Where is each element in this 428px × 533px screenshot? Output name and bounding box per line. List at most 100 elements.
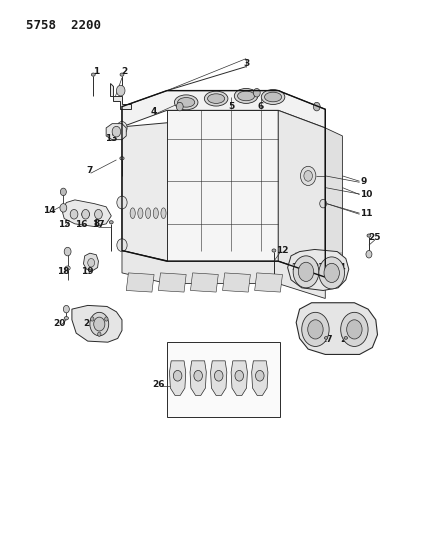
- Circle shape: [366, 251, 372, 258]
- Ellipse shape: [344, 337, 348, 340]
- Circle shape: [253, 88, 260, 97]
- Circle shape: [94, 317, 105, 331]
- Polygon shape: [122, 91, 325, 128]
- Circle shape: [176, 102, 183, 111]
- Polygon shape: [106, 124, 126, 140]
- Text: 23: 23: [312, 263, 325, 272]
- Text: 26: 26: [152, 381, 165, 389]
- Text: 2: 2: [121, 68, 127, 76]
- Circle shape: [64, 247, 71, 256]
- Text: 12: 12: [276, 246, 289, 255]
- Polygon shape: [288, 249, 349, 290]
- Ellipse shape: [153, 208, 158, 219]
- Ellipse shape: [238, 91, 255, 101]
- Circle shape: [112, 126, 121, 137]
- Circle shape: [173, 370, 182, 381]
- Text: 19: 19: [81, 268, 94, 276]
- Circle shape: [63, 305, 69, 313]
- Text: 20: 20: [54, 319, 66, 328]
- Text: 15: 15: [58, 221, 71, 229]
- Ellipse shape: [261, 90, 285, 104]
- Circle shape: [60, 188, 66, 196]
- Circle shape: [104, 317, 108, 321]
- Polygon shape: [190, 273, 218, 292]
- Polygon shape: [252, 361, 268, 395]
- Ellipse shape: [161, 208, 166, 219]
- Circle shape: [313, 102, 320, 111]
- Ellipse shape: [367, 234, 371, 237]
- Ellipse shape: [65, 266, 70, 270]
- Text: 17: 17: [92, 221, 105, 229]
- Polygon shape: [190, 361, 206, 395]
- Text: 10: 10: [360, 190, 372, 199]
- Text: 1: 1: [93, 68, 99, 76]
- Circle shape: [308, 320, 323, 339]
- Text: 14: 14: [43, 206, 56, 215]
- Circle shape: [298, 262, 314, 281]
- Circle shape: [302, 312, 329, 346]
- Circle shape: [91, 317, 94, 321]
- Ellipse shape: [110, 221, 113, 224]
- Circle shape: [293, 256, 319, 288]
- Circle shape: [320, 199, 327, 208]
- Text: 5: 5: [228, 102, 234, 111]
- Text: 16: 16: [75, 221, 88, 229]
- Ellipse shape: [92, 73, 95, 76]
- Circle shape: [304, 171, 312, 181]
- Circle shape: [117, 239, 127, 252]
- Circle shape: [256, 370, 264, 381]
- Polygon shape: [278, 110, 325, 277]
- Text: 11: 11: [360, 209, 372, 217]
- Polygon shape: [110, 83, 131, 109]
- Text: 13: 13: [105, 134, 118, 143]
- Ellipse shape: [82, 211, 89, 217]
- Circle shape: [90, 312, 109, 336]
- Ellipse shape: [234, 88, 258, 103]
- Text: 9: 9: [361, 177, 367, 185]
- Text: 6: 6: [258, 102, 264, 111]
- Ellipse shape: [64, 317, 68, 320]
- Circle shape: [117, 196, 127, 209]
- Circle shape: [95, 209, 102, 219]
- Polygon shape: [296, 303, 377, 354]
- Circle shape: [117, 122, 127, 134]
- Circle shape: [116, 85, 125, 96]
- Polygon shape: [167, 110, 278, 261]
- Polygon shape: [62, 200, 111, 227]
- Text: 27: 27: [320, 335, 333, 344]
- Ellipse shape: [130, 208, 135, 219]
- Circle shape: [347, 320, 362, 339]
- Polygon shape: [325, 128, 342, 259]
- Ellipse shape: [146, 208, 151, 219]
- Text: 28: 28: [340, 335, 353, 344]
- Polygon shape: [126, 273, 154, 292]
- Text: 4: 4: [151, 108, 157, 116]
- Polygon shape: [223, 273, 250, 292]
- Polygon shape: [169, 361, 186, 395]
- Circle shape: [341, 312, 368, 346]
- Ellipse shape: [120, 73, 124, 76]
- Text: 3: 3: [243, 60, 249, 68]
- Polygon shape: [211, 361, 227, 395]
- Polygon shape: [122, 123, 169, 261]
- Text: 22: 22: [291, 263, 304, 272]
- Polygon shape: [83, 253, 98, 270]
- Text: 18: 18: [57, 268, 70, 276]
- Circle shape: [88, 259, 95, 267]
- Circle shape: [324, 263, 339, 282]
- Circle shape: [194, 370, 202, 381]
- Text: 25: 25: [369, 233, 381, 241]
- Polygon shape: [72, 305, 122, 342]
- Circle shape: [98, 332, 101, 336]
- Ellipse shape: [205, 91, 228, 106]
- Text: 21: 21: [83, 319, 96, 328]
- Circle shape: [214, 370, 223, 381]
- Ellipse shape: [120, 157, 124, 160]
- Polygon shape: [158, 273, 186, 292]
- Circle shape: [60, 204, 67, 212]
- Ellipse shape: [175, 95, 198, 110]
- Circle shape: [82, 209, 89, 219]
- Ellipse shape: [178, 98, 195, 107]
- Text: 8: 8: [93, 220, 99, 228]
- Ellipse shape: [324, 337, 328, 340]
